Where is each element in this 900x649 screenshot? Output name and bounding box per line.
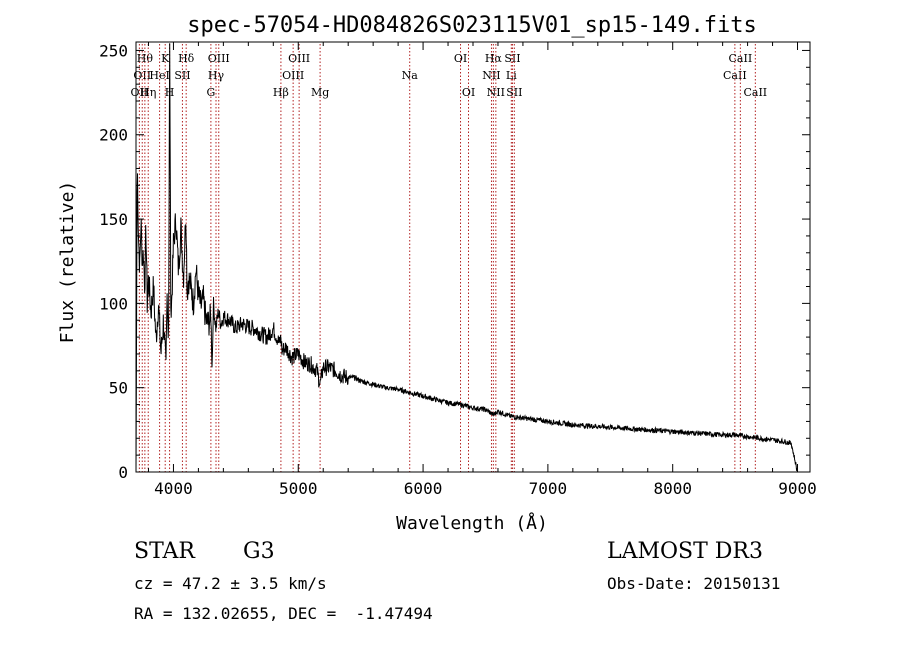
spectral-line-label: CaII (729, 52, 753, 65)
spectral-line-label: Mg (311, 86, 329, 99)
spectral-line-label: CaII (723, 69, 747, 82)
spectral-line-label: Hγ (208, 69, 225, 82)
x-axis-label: Wavelength (Å) (396, 512, 548, 534)
spectral-line-label: NII (487, 86, 505, 99)
obs-date: Obs-Date: 20150131 (607, 574, 781, 593)
spectral-line-label: OI (454, 52, 467, 65)
spectral-line-label: Li (506, 69, 517, 82)
spectral-line-label: HeI (149, 69, 169, 82)
spectral-line-label: OII (133, 69, 151, 82)
spectral-line-label: SII (174, 69, 190, 82)
spectral-line-label: CaII (743, 86, 767, 99)
x-tick-label: 5000 (279, 479, 318, 498)
spectral-line-label: G (206, 86, 215, 99)
spectral-line-label: Hδ (178, 52, 195, 65)
spectral-line-label: SII (506, 86, 522, 99)
x-tick-label: 7000 (529, 479, 568, 498)
y-tick-label: 200 (99, 126, 128, 145)
x-tick-label: 9000 (778, 479, 817, 498)
spectral-line-label: K (161, 52, 170, 65)
object-subclass: G3 (243, 539, 275, 564)
spectral-line-label: SII (504, 52, 520, 65)
spectral-line-label: OI (462, 86, 475, 99)
spectral-line-label: OIII (282, 69, 304, 82)
y-tick-label: 250 (99, 41, 128, 60)
x-tick-label: 8000 (653, 479, 692, 498)
spectral-line-label: Hβ (273, 86, 289, 99)
survey-name: LAMOST DR3 (607, 539, 763, 564)
chart-title: spec-57054-HD084826S023115V01_sp15-149.f… (187, 13, 757, 38)
spectral-line-label: NII (482, 69, 500, 82)
spectral-line-label: Hθ (137, 52, 154, 65)
x-tick-label: 4000 (154, 479, 193, 498)
spectral-line-label: OIII (208, 52, 230, 65)
y-tick-label: 150 (99, 210, 128, 229)
spectral-line-label: OII (131, 86, 149, 99)
spectral-line-label: Na (402, 69, 419, 82)
y-tick-label: 100 (99, 294, 128, 313)
flux-series-line (135, 43, 798, 473)
coordinates: RA = 132.02655, DEC = -1.47494 (134, 604, 433, 623)
object-class: STAR (134, 539, 195, 564)
spectral-line-label: Hη (140, 86, 156, 99)
y-axis-label: Flux (relative) (57, 181, 78, 344)
y-tick-label: 0 (118, 463, 128, 482)
spectral-line-label: OIII (288, 52, 310, 65)
x-tick-label: 6000 (404, 479, 443, 498)
spectral-line-label: Hα (485, 52, 503, 65)
redshift-value: cz = 47.2 ± 3.5 km/s (134, 574, 327, 593)
y-tick-label: 50 (109, 379, 128, 398)
